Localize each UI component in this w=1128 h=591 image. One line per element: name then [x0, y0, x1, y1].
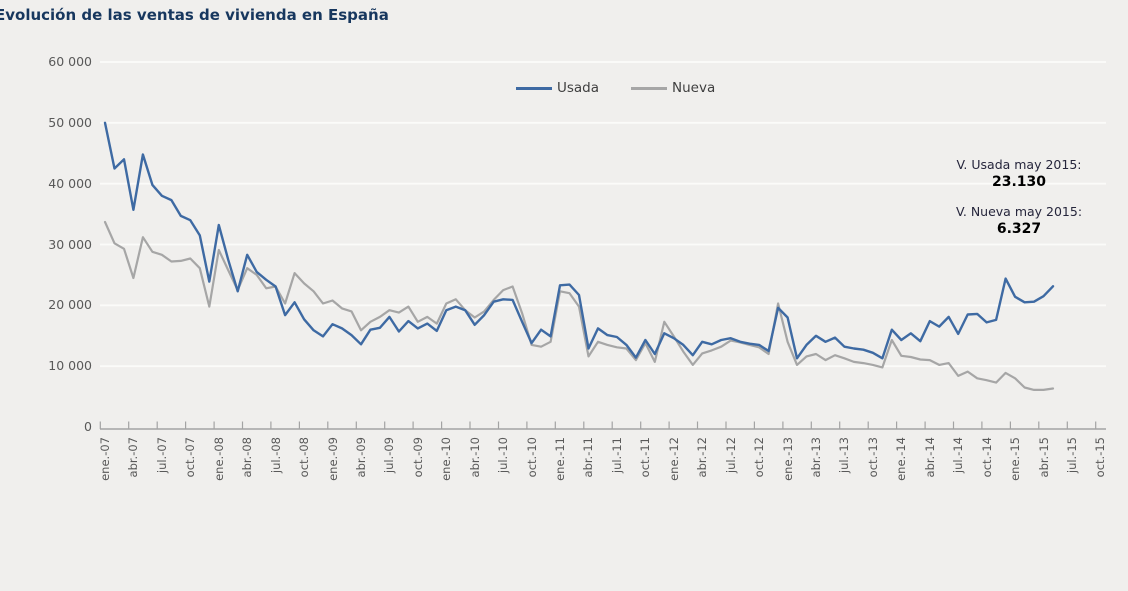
x-tick-label: oct.-08 [297, 437, 312, 478]
callout-usada: V. Usada may 2015: 23.130 [924, 157, 1114, 191]
x-tick-label: ene.-07 [98, 437, 112, 481]
callout-usada-label: V. Usada may 2015: [956, 157, 1082, 172]
x-tick-label: jul.-07 [154, 437, 169, 474]
x-tick-label: jul.-09 [382, 437, 397, 474]
y-tick-label: 50 000 [48, 114, 92, 130]
usada-line-swatch [516, 86, 552, 90]
x-tick-label: jul.-10 [496, 437, 511, 474]
legend-item-nueva: Nueva [631, 80, 715, 96]
legend-item-usada: Usada [516, 80, 599, 96]
x-tick-label: oct.-07 [183, 437, 198, 478]
x-tick-label: ene.-09 [325, 437, 340, 481]
x-tick-label: jul.-12 [723, 437, 738, 474]
x-tick-label: oct.-09 [410, 437, 425, 478]
x-tick-label: oct.-11 [638, 437, 653, 478]
callout-usada-value: 23.130 [991, 173, 1047, 190]
x-tick-label: oct.-10 [524, 437, 539, 478]
x-tick-label: oct.-12 [752, 437, 767, 478]
x-tick-label: abr.-11 [581, 437, 596, 478]
y-tick-label: 30 000 [48, 236, 92, 252]
y-tick-label: 60 000 [48, 54, 92, 69]
x-tick-label: ene.-14 [894, 437, 909, 481]
x-tick-label: abr.-07 [126, 437, 141, 478]
x-tick-label: oct.-13 [865, 437, 880, 478]
chart-title: Evolución de las ventas de vivienda en E… [0, 6, 389, 24]
x-tick-label: ene.-12 [666, 437, 681, 481]
x-tick-label: ene.-08 [211, 437, 226, 481]
x-tick-label: ene.-11 [553, 437, 568, 481]
x-tick-label: abr.-08 [240, 437, 255, 478]
y-tick-label: 0 [84, 419, 92, 434]
callout-nueva-value: 6.327 [996, 220, 1042, 237]
x-tick-label: ene.-13 [780, 437, 795, 481]
x-tick-label: abr.-10 [467, 437, 482, 478]
x-tick-label: jul.-14 [951, 437, 966, 474]
x-tick-label: abr.-15 [1036, 437, 1051, 478]
y-tick-label: 40 000 [48, 175, 92, 191]
y-tick-label: 20 000 [48, 297, 92, 313]
x-tick-label: abr.-12 [695, 437, 710, 478]
x-tick-label: jul.-15 [1064, 437, 1079, 474]
x-tick-label: abr.-14 [922, 437, 937, 478]
callout-nueva: V. Nueva may 2015: 6.327 [924, 204, 1114, 238]
x-tick-label: oct.-14 [979, 437, 994, 478]
x-tick-label: ene.-10 [439, 437, 454, 481]
x-tick-label: oct.-15 [1093, 437, 1108, 478]
x-tick-label: jul.-08 [268, 437, 283, 474]
x-tick-label: jul.-13 [837, 437, 852, 474]
x-tick-label: abr.-09 [353, 437, 368, 478]
legend-label-usada: Usada [557, 80, 600, 96]
x-tick-label: ene.-15 [1008, 437, 1023, 481]
legend: Usada Nueva [516, 80, 715, 96]
x-tick-label: jul.-11 [609, 437, 624, 474]
x-tick-label: abr.-13 [809, 437, 823, 478]
y-tick-label: 10 000 [48, 358, 92, 374]
callout-nueva-label: V. Nueva may 2015: [955, 204, 1083, 219]
series-line-usada [103, 121, 1055, 360]
series-line-nueva [103, 220, 1055, 391]
legend-label-nueva: Nueva [672, 80, 716, 96]
nueva-line-swatch [631, 86, 668, 90]
